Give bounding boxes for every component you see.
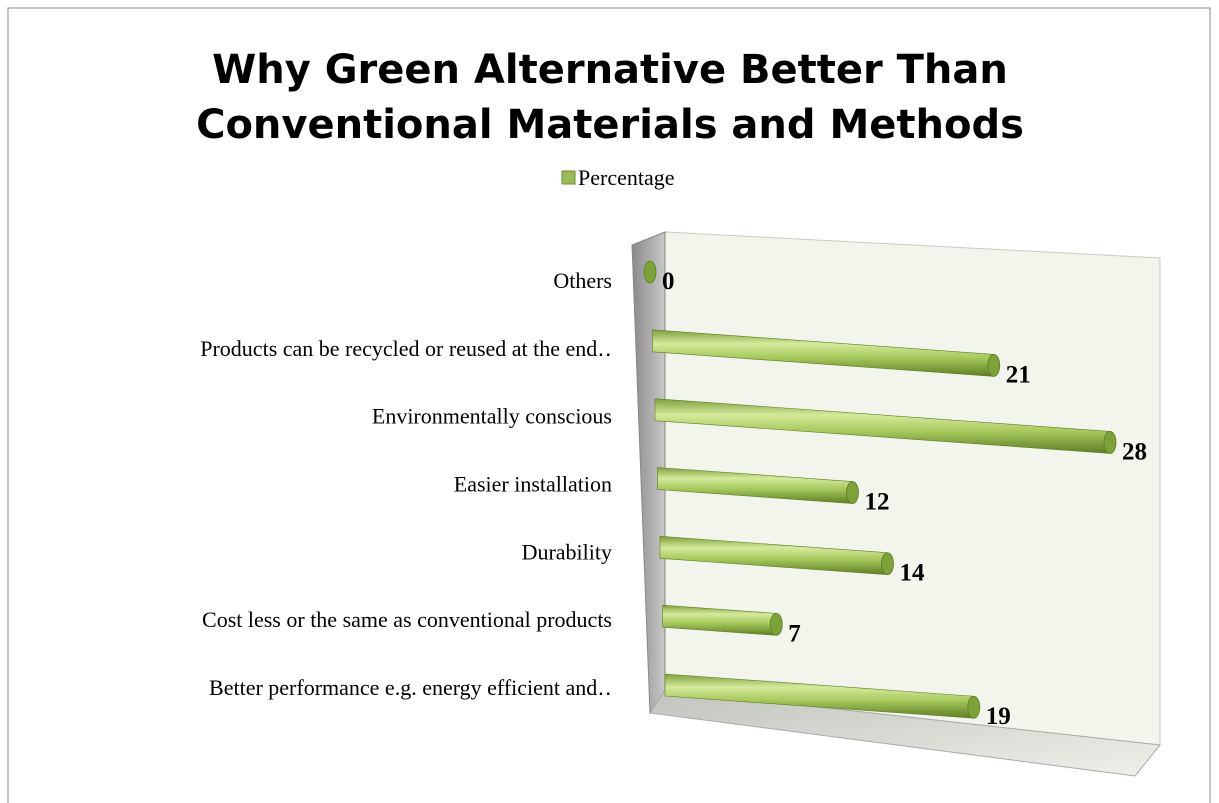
category-label: Environmentally conscious (372, 404, 612, 429)
chart-title: Conventional Materials and Methods (196, 102, 1024, 148)
value-label: 12 (865, 489, 890, 516)
category-label: Others (553, 268, 612, 293)
value-label: 19 (986, 703, 1011, 730)
category-label: Products can be recycled or reused at th… (200, 336, 612, 361)
legend-swatch (561, 170, 576, 185)
legend-label: Percentage (578, 165, 675, 190)
category-label: Better performance e.g. energy efficient… (209, 675, 612, 700)
bar-cap (769, 612, 783, 636)
bar-cap (643, 260, 657, 284)
category-label: Cost less or the same as conventional pr… (202, 607, 612, 632)
floor (649, 689, 1161, 777)
value-label: 21 (1006, 361, 1031, 388)
bar-cap (987, 354, 1001, 377)
bar-cap (967, 695, 981, 719)
value-label: 28 (1122, 438, 1147, 465)
value-label: 14 (900, 560, 926, 587)
chart-title: Why Green Alternative Better Than (212, 47, 1008, 93)
bar-cap (1103, 431, 1117, 454)
value-label: 7 (788, 620, 801, 647)
category-label: Easier installation (454, 472, 612, 497)
category-label: Durability (522, 539, 612, 564)
bar-cap (881, 552, 894, 576)
bar-cap (846, 481, 859, 504)
value-label: 0 (662, 268, 675, 295)
